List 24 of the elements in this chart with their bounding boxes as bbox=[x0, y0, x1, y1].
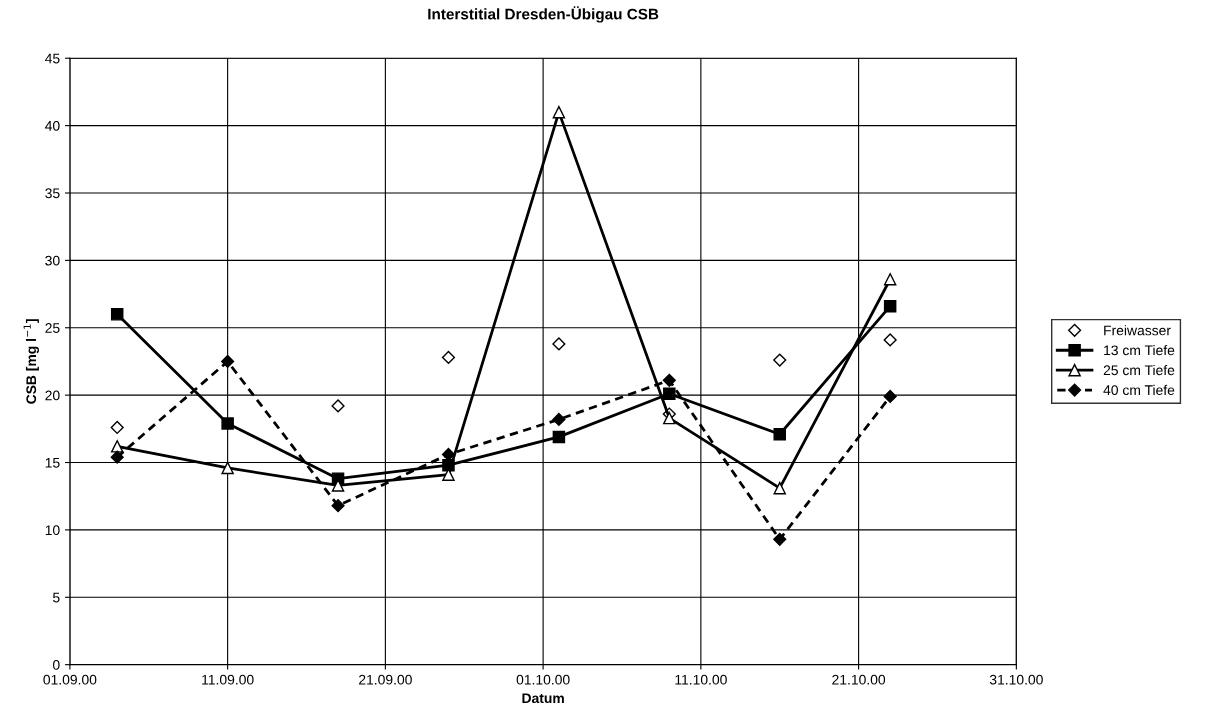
y-tick-label: 0 bbox=[52, 660, 60, 670]
x-tick-label: 11.10.00 bbox=[675, 674, 727, 685]
legend-label: 40 cm Tiefe bbox=[1103, 384, 1175, 396]
chart-title: Interstitial Dresden-Übigau CSB bbox=[428, 6, 659, 23]
legend-label: 13 cm Tiefe bbox=[1104, 345, 1175, 356]
x-tick-label: 01.09.00 bbox=[43, 674, 97, 685]
y-tick-label: 20 bbox=[45, 390, 60, 401]
y-tick-label: 15 bbox=[45, 458, 60, 468]
y-tick-label: 35 bbox=[45, 188, 60, 199]
x-tick-label: 21.10.00 bbox=[832, 674, 886, 685]
y-axis-title: CSB [mg l$^{−1}$] bbox=[23, 319, 39, 404]
y-tick-label: 30 bbox=[45, 255, 60, 266]
y-tick-label: 5 bbox=[52, 592, 60, 603]
x-tick-label: 31.10.00 bbox=[989, 674, 1043, 685]
x-tick-label: 11.09.00 bbox=[202, 674, 254, 685]
legend-label: 25 cm Tiefe bbox=[1103, 364, 1175, 376]
x-tick-label: 21.09.00 bbox=[359, 674, 412, 685]
y-tick-label: 45 bbox=[45, 53, 60, 64]
x-tick-label: 01.10.00 bbox=[516, 674, 570, 685]
legend-label: Freiwasser bbox=[1104, 325, 1171, 336]
x-axis-title: Datum bbox=[522, 693, 564, 704]
y-tick-label: 25 bbox=[45, 323, 60, 333]
y-tick-label: 10 bbox=[45, 525, 60, 536]
y-tick-label: 40 bbox=[45, 120, 60, 131]
